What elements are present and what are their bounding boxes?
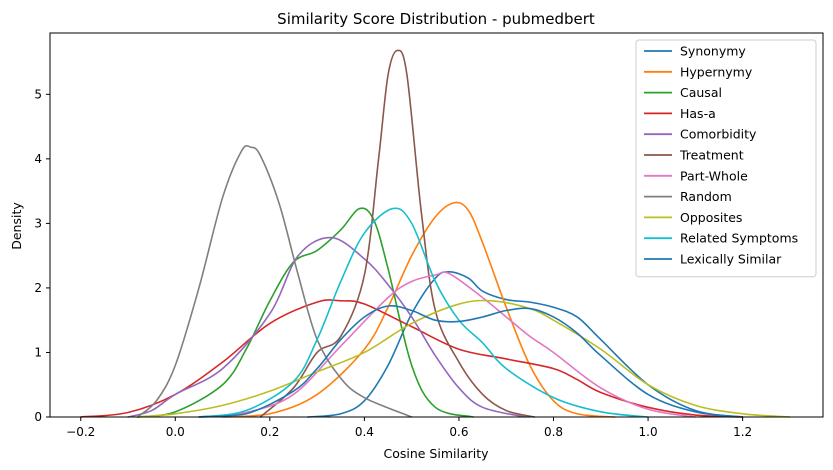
legend-label: Causal xyxy=(680,85,722,100)
series-line-2 xyxy=(221,201,616,418)
legend-label: Hypernymy xyxy=(680,64,753,79)
x-tick-label: 0.2 xyxy=(260,425,279,439)
y-tick-label: 5 xyxy=(34,87,42,101)
axis-ticks: −0.2 0.0 0.2 0.4 0.6 0.8 1.0 1.2 0 1 2 3 4 5 xyxy=(34,87,752,439)
y-tick-label: 4 xyxy=(34,152,42,166)
plot-frame xyxy=(49,32,824,418)
legend-label: Lexically Similar xyxy=(680,252,782,267)
x-tick-label: 1.2 xyxy=(733,425,752,439)
series-line-3 xyxy=(136,207,474,418)
legend-label: Comorbidity xyxy=(680,127,757,142)
series-line-1 xyxy=(306,270,744,418)
legend-label: Related Symptoms xyxy=(680,231,798,246)
y-tick-label: 0 xyxy=(34,410,42,424)
x-axis-label: Cosine Similarity xyxy=(383,446,489,461)
legend-label: Opposites xyxy=(680,210,742,225)
chart-title: Similarity Score Distribution - pubmedbe… xyxy=(277,10,595,28)
series-line-11 xyxy=(198,304,744,418)
x-tick-label: 0.8 xyxy=(544,425,563,439)
series-line-4 xyxy=(79,299,744,418)
legend-label: Synonymy xyxy=(680,44,746,59)
x-tick-label: −0.2 xyxy=(66,425,95,439)
series-line-9 xyxy=(136,299,791,418)
legend: Synonymy Hypernymy Causal Has-a Comorbidity T… xyxy=(635,39,817,278)
series-line-5 xyxy=(127,236,526,418)
x-tick-label: 0.6 xyxy=(449,425,468,439)
series-layer xyxy=(79,49,791,418)
legend-box xyxy=(635,39,817,278)
x-tick-label: 1.0 xyxy=(639,425,658,439)
y-axis-label: Density xyxy=(9,202,24,250)
y-tick-label: 2 xyxy=(34,281,42,295)
series-line-6 xyxy=(259,49,536,418)
legend-label: Random xyxy=(680,189,732,204)
x-tick-label: 0.4 xyxy=(355,425,374,439)
legend-label: Treatment xyxy=(679,148,744,163)
series-line-8 xyxy=(136,144,413,418)
series-line-10 xyxy=(198,207,649,418)
y-tick-label: 3 xyxy=(34,216,42,230)
y-tick-label: 1 xyxy=(34,345,42,359)
legend-label: Part-Whole xyxy=(680,168,748,183)
legend-label: Has-a xyxy=(680,106,716,121)
x-tick-label: 0.0 xyxy=(166,425,185,439)
series-line-7 xyxy=(198,271,697,418)
